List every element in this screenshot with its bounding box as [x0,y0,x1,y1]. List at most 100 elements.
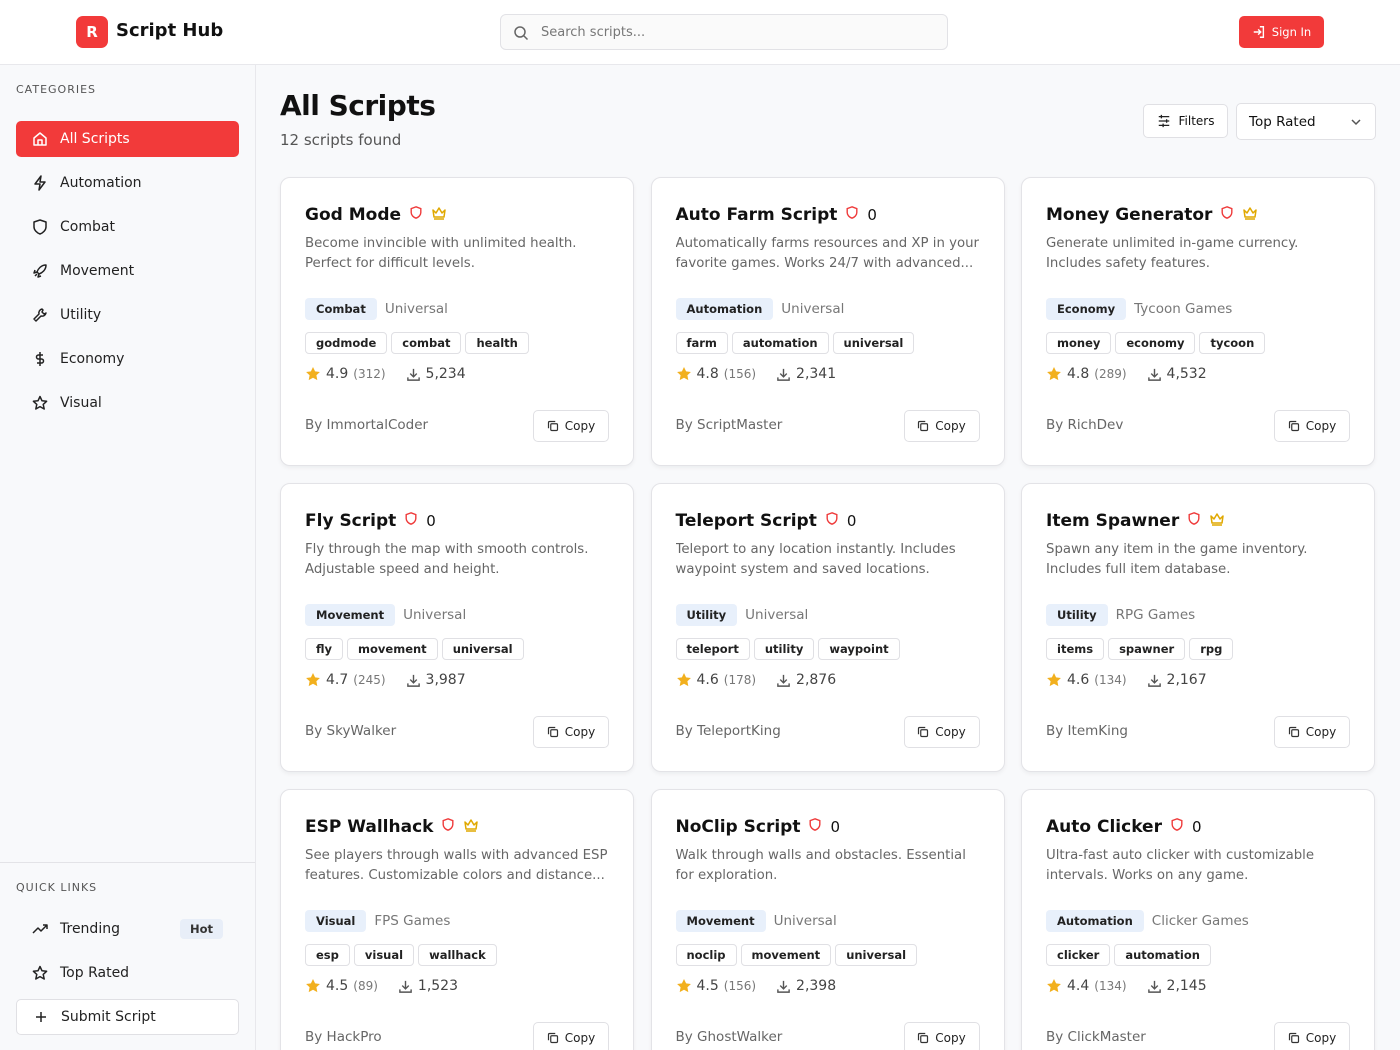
quick-link[interactable]: Trending Hot [16,911,239,947]
script-card[interactable]: Item Spawner Spawn any item in the game … [1021,483,1375,772]
card-title: ESP Wallhack [305,817,434,837]
tag[interactable]: automation [731,332,829,354]
copy-button[interactable]: Copy [1274,716,1350,748]
script-card[interactable]: Fly Script 0 Fly through the map with smo… [280,483,634,772]
tag[interactable]: esp [305,944,350,966]
copy-button[interactable]: Copy [903,410,980,442]
author: By SkyWalker [305,723,397,739]
tag[interactable]: farm [675,332,728,354]
tag[interactable]: wallhack [418,944,497,966]
tag[interactable]: waypoint [818,638,900,660]
tag[interactable]: items [1046,638,1105,660]
copy-button[interactable]: Copy [1274,1022,1350,1050]
card-title: Fly Script [305,511,397,531]
tag[interactable]: movement [740,944,832,966]
rating: 4.6 [1067,672,1090,688]
script-card[interactable]: Teleport Script 0 Teleport to any locatio… [650,483,1005,772]
star-icon [1047,979,1061,993]
card-badge: 0 [830,818,840,836]
script-card[interactable]: Auto Farm Script 0 Automatically farms re… [650,177,1005,466]
card-badge: 0 [426,512,436,530]
page-title: All Scripts [280,89,436,122]
download-icon [1147,980,1161,993]
filters-button[interactable]: Filters [1143,104,1228,138]
tag[interactable]: economy [1115,332,1196,354]
shield-icon [1187,511,1201,531]
tag[interactable]: rpg [1189,638,1234,660]
category-item[interactable]: Visual [16,385,239,421]
tag[interactable]: money [1046,332,1112,354]
tag[interactable]: noclip [675,944,737,966]
card-badge: 0 [846,512,857,530]
reviews: (312) [353,367,386,381]
shield-icon [1170,817,1184,837]
tag[interactable]: tycoon [1199,332,1266,354]
sign-in-button[interactable]: Sign In [1239,16,1324,48]
copy-label: Copy [564,725,596,739]
copy-button[interactable]: Copy [533,1022,609,1050]
category-item[interactable]: Combat [16,209,239,245]
card-badge: 0 [867,206,877,224]
category-item[interactable]: Movement [16,253,239,289]
search-box[interactable]: Search scripts... [500,14,948,50]
script-card[interactable]: NoClip Script 0 Walk through walls and ob… [650,789,1005,1050]
author: By TeleportKing [675,723,781,739]
tag[interactable]: utility [753,638,815,660]
header: R Script Hub Search scripts... Sign In [0,0,1400,65]
copy-button[interactable]: Copy [533,410,609,442]
game: Tycoon Games [1134,301,1233,317]
copy-button[interactable]: Copy [533,716,609,748]
author: By ImmortalCoder [305,417,429,433]
category-item[interactable]: Economy [16,341,239,377]
tag[interactable]: clicker [1046,944,1111,966]
script-card[interactable]: Auto Clicker 0 Ultra-fast auto clicker wi… [1021,789,1375,1050]
sort-select[interactable]: Top Rated [1236,103,1376,140]
tag[interactable]: universal [441,638,524,660]
copy-button[interactable]: Copy [903,716,980,748]
logo[interactable]: R [76,16,108,48]
submit-button[interactable]: Submit Script [16,999,239,1035]
tag[interactable]: godmode [305,332,388,354]
script-card[interactable]: ESP Wallhack See players through walls w… [280,789,634,1050]
category-label: Economy [60,351,125,367]
category-tag: Automation [675,298,774,320]
category-item[interactable]: Utility [16,297,239,333]
shield-icon [1220,205,1234,225]
tag[interactable]: universal [835,944,918,966]
category-item[interactable]: Automation [16,165,239,201]
sort-label: Top Rated [1249,113,1316,130]
copy-label: Copy [935,419,966,433]
category-item[interactable]: All Scripts [16,121,239,157]
tag[interactable]: teleport [675,638,750,660]
tag[interactable]: fly [305,638,344,660]
tag[interactable]: universal [832,332,915,354]
downloads: 3,987 [425,672,466,688]
category-label: Combat [60,219,115,235]
tag[interactable]: movement [347,638,438,660]
tag[interactable]: visual [353,944,415,966]
copy-label: Copy [1305,1031,1337,1045]
tag[interactable]: combat [391,332,462,354]
card-description: Automatically farms resources and XP in … [675,236,980,271]
tag[interactable]: spawner [1108,638,1186,660]
tag[interactable]: health [465,332,529,354]
game: Universal [773,913,837,929]
reviews: (156) [723,367,757,381]
submit-label: Submit Script [61,1009,156,1025]
downloads: 5,234 [425,366,466,382]
script-card[interactable]: God Mode Become invincible with unlimite… [280,177,634,466]
quick-link[interactable]: Top Rated [16,955,239,991]
copy-button[interactable]: Copy [903,1022,980,1050]
download-icon [777,674,790,687]
sidebar: CATEGORIES QUICK LINKS Trending Hot Top Ra… [0,65,256,1050]
script-card[interactable]: Money Generator Generate unlimited in-ga… [1021,177,1375,466]
copy-button[interactable]: Copy [1274,410,1350,442]
tag[interactable]: automation [1114,944,1211,966]
brand[interactable]: Script Hub [116,20,224,41]
reviews: (134) [1094,979,1127,993]
card-title: Money Generator [1046,205,1213,225]
category-tag: Combat [305,298,377,320]
result-count: 12 scripts found [280,131,402,149]
card-title: Item Spawner [1046,511,1180,531]
